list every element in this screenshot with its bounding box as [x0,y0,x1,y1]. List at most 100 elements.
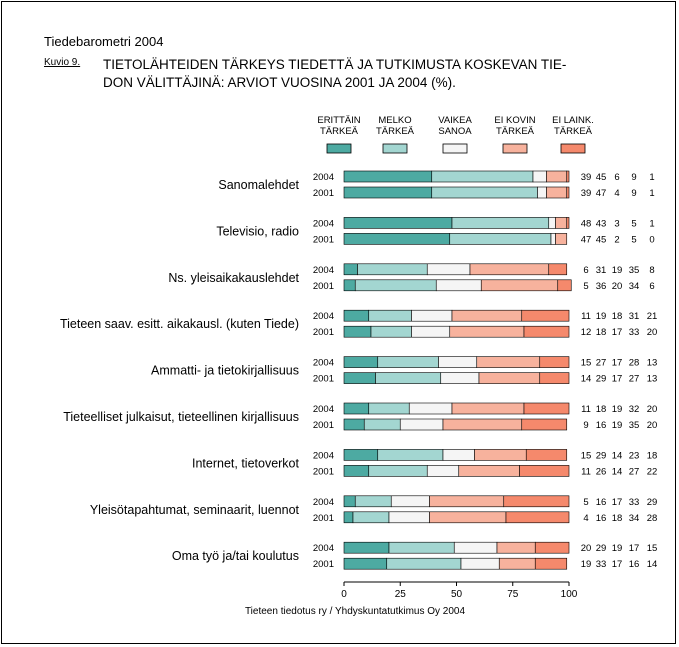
value-label-eilaink: 8 [649,265,654,276]
bar-segment-melko [370,325,412,338]
bar-segment-erittain [343,372,376,384]
bar-segment-eilaink [539,372,570,384]
bar-segment-erittain [343,309,370,322]
bar-segment-vaikea [460,557,500,570]
bar-segment-eikovin [546,170,568,183]
bar-segment-vaikea [442,449,475,461]
bar-segment-erittain [343,402,370,415]
value-label-vaikea: 18 [612,311,623,322]
value-label-eikovin: 27 [629,466,640,477]
category-label: Yleisötapahtumat, seminaarit, luennot [90,503,300,517]
bar-segment-eilaink [534,557,568,570]
value-label-eilaink: 6 [649,281,654,292]
bar-segment-erittain [343,217,453,229]
bar-segment-vaikea [399,418,444,431]
category-label: Televisio, radio [216,224,299,238]
bar-segment-vaikea [435,279,482,292]
bar-segment-erittain [343,233,451,245]
value-label-eilaink: 18 [647,450,658,461]
bar-segment-erittain [343,511,354,524]
value-label-melko: 33 [596,559,607,570]
year-label: 2001 [313,188,334,199]
bar-segment-erittain [343,263,358,276]
legend-sublabel-eikovin: TÄRKEÄ [496,126,535,137]
bar-segment-eikovin [496,541,536,554]
value-label-melko: 16 [596,513,607,524]
legend-label-melko: MELKO [378,115,411,126]
bar-segment-eikovin [469,263,550,276]
value-label-eikovin: 34 [629,281,640,292]
value-label-erittain: 47 [581,234,592,245]
bar-segment-erittain [343,170,433,183]
value-label-erittain: 20 [581,543,592,554]
category-label: Tieteelliset julkaisut, tieteellinen kir… [63,410,299,424]
bar-segment-eilaink [505,511,570,524]
value-label-melko: 18 [596,404,607,415]
value-label-erittain: 11 [581,311,591,322]
chart-title-line1: TIETOLÄHTEIDEN TÄRKEYS TIEDETTÄ JA TUTKI… [103,57,566,72]
value-label-eikovin: 33 [629,327,640,338]
x-tick-label: 75 [507,589,519,600]
legend-swatch-melko [382,143,408,154]
year-label: 2001 [313,466,334,477]
bar-segment-eilaink [521,309,570,322]
value-label-melko: 16 [596,420,607,431]
value-label-eikovin: 9 [631,172,636,183]
value-label-vaikea: 2 [614,234,619,245]
value-label-melko: 47 [596,188,607,199]
value-label-melko: 36 [596,281,607,292]
value-label-erittain: 9 [583,420,588,431]
category-group: Yleisötapahtumat, seminaarit, luennot 200… [90,495,657,524]
year-label: 2001 [313,420,334,431]
bar-segment-eikovin [478,372,541,384]
value-label-vaikea: 6 [614,172,619,183]
bar-segment-vaikea [550,233,556,245]
year-label: 2004 [313,172,334,183]
legend-sublabel-vaikea: SANOA [438,126,472,137]
publication-title: Tiedebarometri 2004 [44,34,163,49]
bar-segment-eilaink [503,495,570,508]
category-group: Tieteen saav. esitt. aikakausl. (kuten T… [60,309,658,338]
value-label-eilaink: 15 [647,543,658,554]
year-label: 2001 [313,281,334,292]
bar-segment-eilaink [534,541,570,554]
value-label-eikovin: 33 [629,497,640,508]
bar-segment-melko [354,495,392,508]
bar-segment-eikovin [555,233,568,245]
value-label-eilaink: 13 [647,358,658,369]
source-note: Tieteen tiedotus ry / Yhdyskuntatutkimus… [245,606,466,617]
bar-segment-eilaink [519,465,570,477]
value-label-melko: 16 [596,497,607,508]
x-tick-label: 100 [561,589,578,600]
value-label-eilaink: 22 [647,466,658,477]
bar-segment-eikovin [451,402,525,415]
year-label: 2004 [313,311,334,322]
value-label-eikovin: 32 [629,404,640,415]
value-label-erittain: 39 [581,172,592,183]
category-group: Ns. yleisaikakauslehdet 2004 6 31 19 35 8 2001 5… [168,263,655,292]
bar-segment-eikovin [458,465,520,477]
bar-segment-eilaink [566,170,570,183]
value-label-vaikea: 14 [612,466,623,477]
bar-segment-vaikea [390,495,430,508]
bar-segment-erittain [343,279,356,292]
bar-segment-eilaink [548,263,568,276]
year-label: 2004 [313,497,334,508]
bar-segment-vaikea [426,465,460,477]
bar-segment-erittain [343,325,372,338]
bar-segment-eilaink [525,449,568,461]
bar-segment-melko [377,449,444,461]
category-group: Tieteelliset julkaisut, tieteellinen kir… [63,402,657,431]
legend-sublabel-erittain: TÄRKEÄ [320,126,359,137]
bar-segment-eikovin [480,279,559,292]
bar-segment-erittain [343,541,390,554]
legend-label-eilaink: EI LAINK. [552,115,594,126]
value-label-erittain: 48 [581,218,592,229]
category-group: Oma työ ja/tai koulutus 2004 20 29 19 17 15 200… [172,541,658,570]
bar-segment-eilaink [523,402,570,415]
year-label: 2001 [313,327,334,338]
value-label-melko: 19 [596,311,607,322]
bar-segment-erittain [343,495,356,508]
value-label-vaikea: 20 [612,281,623,292]
value-label-eilaink: 21 [647,311,658,322]
